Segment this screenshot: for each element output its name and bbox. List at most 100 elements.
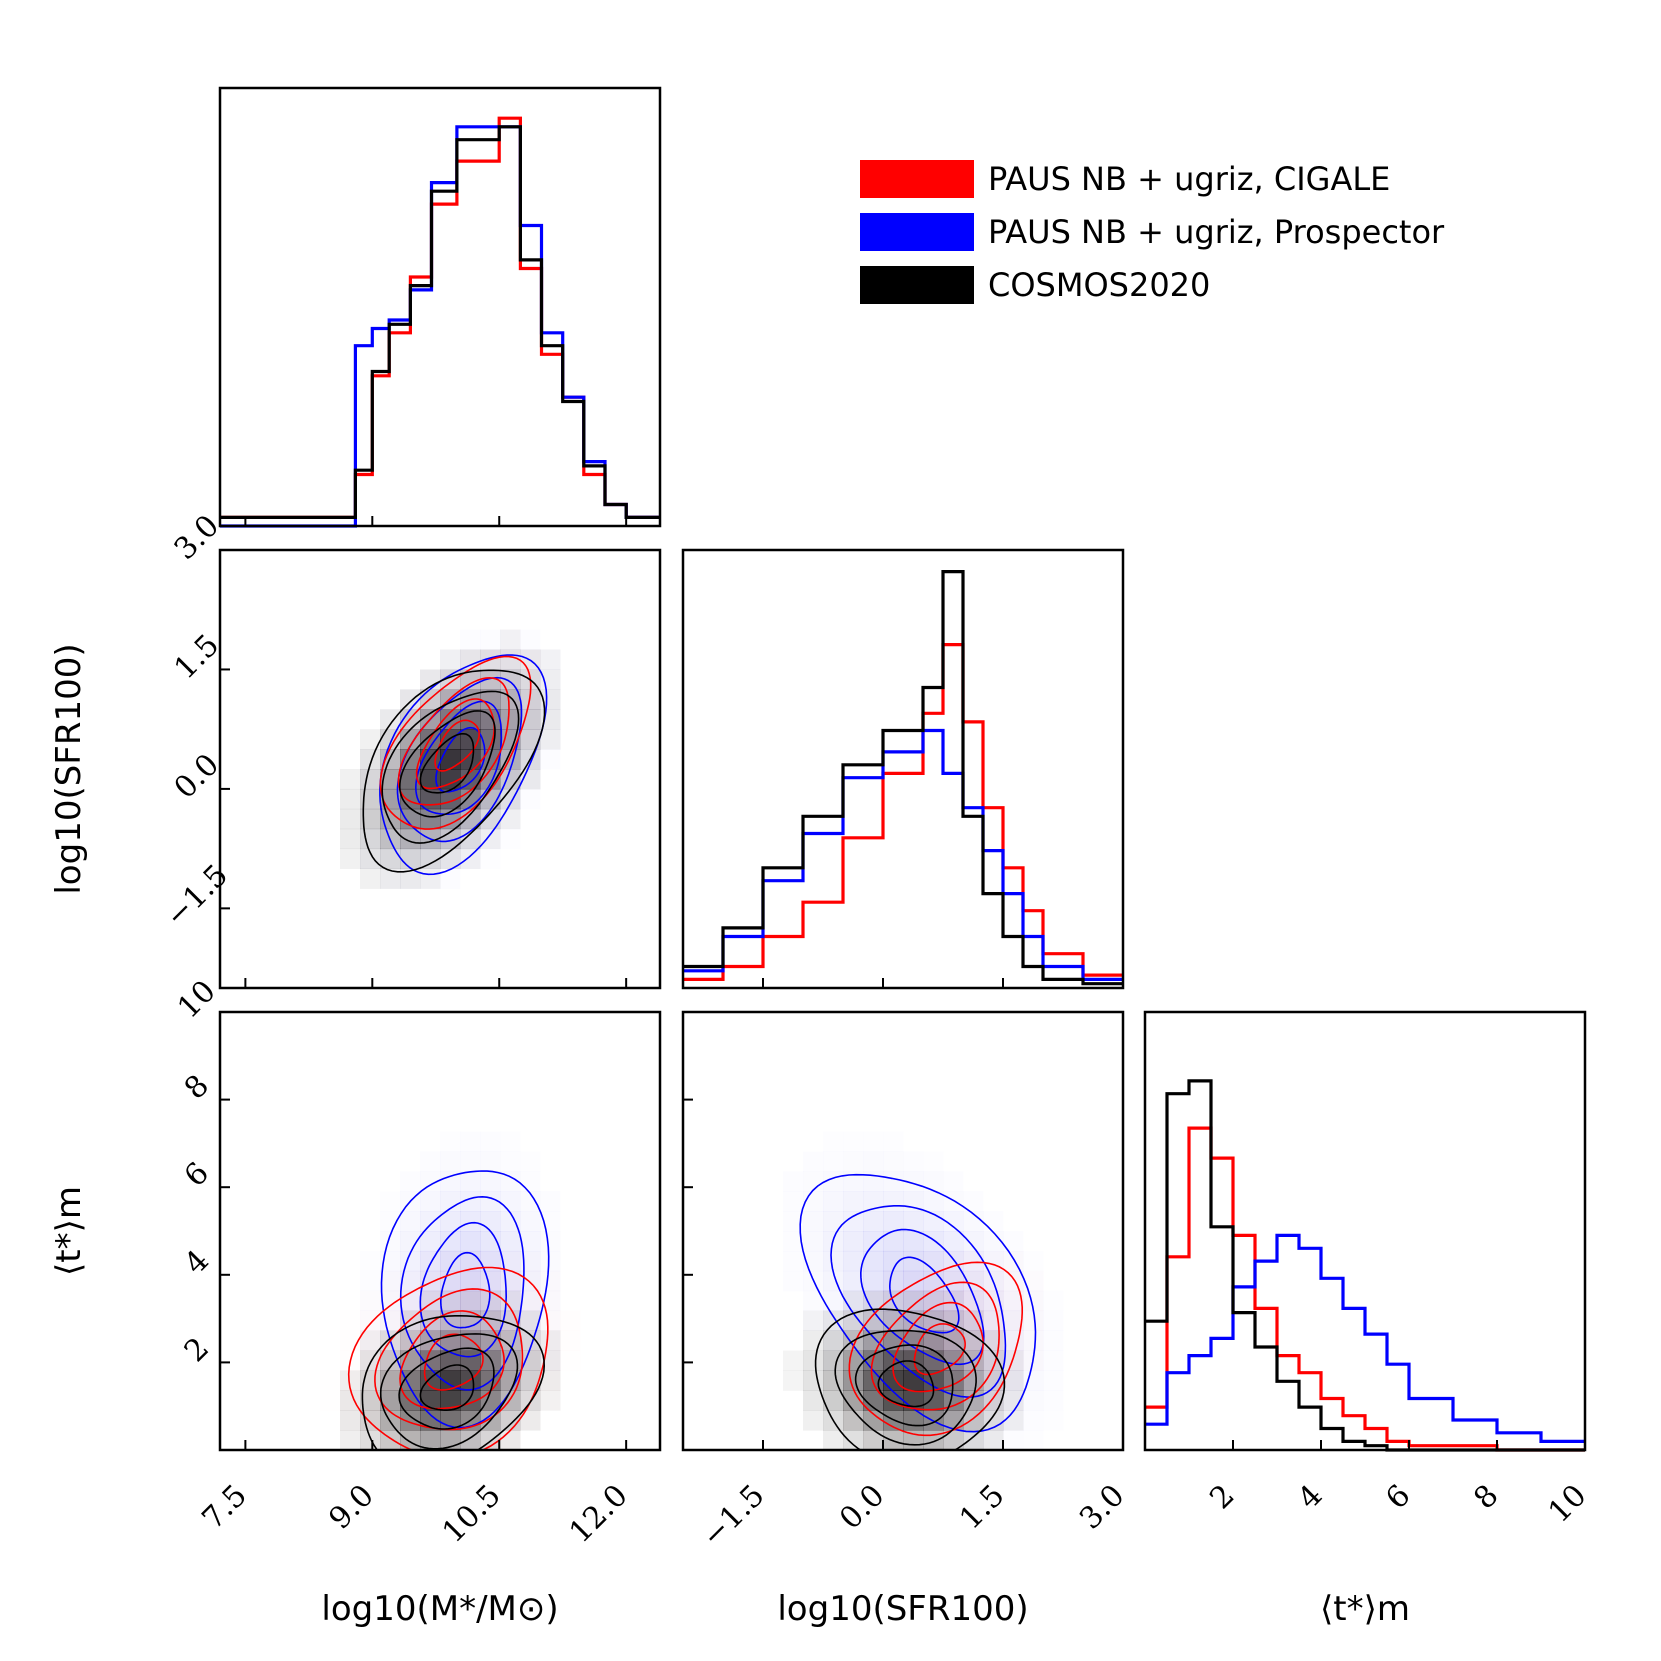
density-cell-black [843, 1390, 864, 1411]
density-cell-black [540, 1370, 561, 1391]
density-cell-black [540, 669, 561, 690]
density-cell-black [540, 729, 561, 750]
density-cell-black [380, 848, 401, 869]
density-cell-blue [440, 1231, 461, 1252]
y-tick-label-sfr: 1.5 [168, 628, 226, 686]
x-tick-label-mass: 12.0 [563, 1478, 635, 1550]
density-cell-blue [883, 1171, 904, 1192]
density-cell-blue [400, 1231, 421, 1252]
density-cell-blue [1023, 1330, 1044, 1351]
density-cell-blue [520, 1231, 541, 1252]
density-cell-blue [803, 1171, 824, 1191]
density-cell-red [480, 1350, 501, 1371]
density-cell-red [903, 1290, 924, 1312]
density-cell-blue [943, 1290, 964, 1312]
density-cell-black [500, 808, 521, 830]
density-cell-black [843, 1410, 864, 1431]
density-panel-mass_sfr [218, 548, 662, 990]
density-cell-blue [1023, 1430, 1044, 1450]
density-cell-blue [400, 1350, 421, 1371]
density-cell-blue [480, 1330, 501, 1351]
contour-mass_age-black [419, 1364, 475, 1411]
density-cell-black [420, 1290, 441, 1312]
density-cell-black [460, 649, 481, 670]
density-cell-black [400, 848, 421, 869]
density-cell-red [420, 1430, 441, 1450]
density-cell-red [480, 709, 501, 730]
density-cell-blue [520, 1250, 541, 1272]
density-cell-blue [823, 1151, 844, 1171]
hist-panel-mass [218, 86, 662, 528]
density-cell-black [400, 1350, 421, 1371]
hist-mass-black [220, 125, 660, 519]
density-cell-blue [440, 1151, 461, 1171]
density-cell-black [923, 1370, 944, 1391]
density-cell-black [520, 1350, 541, 1371]
density-cell-black [823, 1330, 844, 1351]
density-cell-blue [500, 669, 521, 690]
density-cell-red [320, 1370, 341, 1390]
density-cell-red [460, 1330, 481, 1351]
density-cell-blue [923, 1231, 944, 1252]
density-cell-blue [803, 1211, 824, 1232]
density-cell-red [923, 1290, 944, 1312]
density-cell-blue [963, 1250, 984, 1272]
density-cell-black [943, 1430, 964, 1450]
density-cell-red [983, 1350, 1004, 1371]
x-tick-label-age: 2 [1203, 1478, 1241, 1516]
contour-mass_age-blue [439, 1251, 491, 1329]
density-cell-blue [1003, 1350, 1024, 1371]
density-cell-black [340, 1410, 361, 1431]
density-cell-black [923, 1390, 944, 1411]
density-cell-black [1003, 1410, 1024, 1431]
y-tick-label-age: 2 [178, 1331, 216, 1369]
density-cell-blue [440, 1250, 461, 1272]
density-cell-red [560, 1311, 581, 1331]
density-cell-black [440, 1410, 461, 1431]
density-cell-blue [540, 1231, 561, 1251]
x-tick-label-age: 10 [1542, 1478, 1594, 1530]
density-cell-blue [1003, 1430, 1024, 1450]
density-cell-blue [1023, 1390, 1044, 1410]
density-cell-blue [380, 1270, 401, 1292]
density-cell-black [460, 848, 481, 869]
density-cell-black [400, 1370, 421, 1391]
density-cell-blue [400, 1370, 421, 1391]
density-cell-black [983, 1370, 1004, 1391]
density-cell-blue [480, 1310, 501, 1331]
density-cell-red [380, 1271, 401, 1291]
density-cell-black [963, 1430, 984, 1450]
density-cell-black [863, 1290, 884, 1312]
density-cell-red [480, 669, 501, 690]
density-cell-blue [380, 1310, 401, 1331]
density-cell-blue [843, 1270, 864, 1292]
density-cell-blue [1043, 1410, 1064, 1430]
density-cell-blue [883, 1151, 904, 1171]
density-cell-black [340, 788, 361, 810]
density-cell-black [400, 808, 421, 830]
density-cell-red [500, 669, 521, 690]
contour-mass_sfr-black [419, 732, 475, 794]
density-cell-black [903, 1430, 924, 1450]
density-cell-blue [480, 788, 501, 810]
density-cell-blue [1003, 1370, 1024, 1391]
density-cell-blue [843, 1191, 864, 1212]
density-cell-blue [963, 1290, 984, 1312]
contour-sfr_age-black [877, 1360, 935, 1408]
density-cell-blue [540, 1251, 561, 1271]
contour-sfr_age-red [848, 1261, 1024, 1437]
density-cell-blue [863, 1151, 884, 1171]
contour-mass_sfr-red [397, 676, 510, 806]
density-cell-black [480, 828, 501, 850]
contour-mass_sfr-blue [414, 700, 503, 816]
density-cell-black [903, 1290, 924, 1312]
density-cell-blue [883, 1132, 904, 1152]
density-cell-black [360, 868, 381, 889]
density-cell-black [843, 1370, 864, 1391]
density-cell-black [480, 788, 501, 810]
density-cell-blue [903, 1270, 924, 1292]
density-cell-blue [520, 1151, 541, 1171]
density-cell-black [500, 1370, 521, 1391]
density-cell-black [1003, 1350, 1024, 1371]
density-cell-blue [520, 729, 541, 750]
